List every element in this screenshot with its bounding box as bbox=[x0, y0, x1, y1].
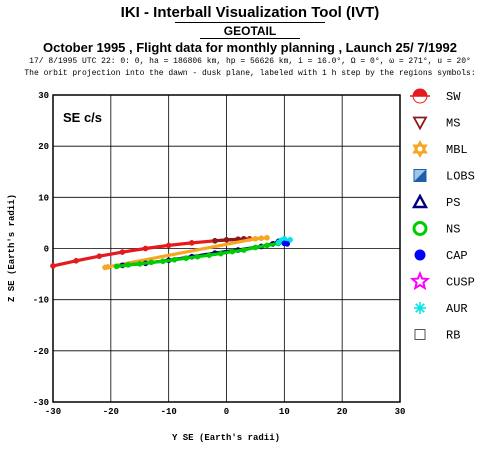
x-tick-label: 10 bbox=[279, 407, 290, 417]
legend-symbol-circle bbox=[412, 221, 428, 236]
orbit-line bbox=[213, 237, 246, 243]
legend-label: CUSP bbox=[446, 276, 475, 290]
orbit-point bbox=[284, 241, 291, 247]
orbit-point bbox=[96, 253, 103, 260]
chart-legend: SW MS MBL LOBS PS NS CAP CUSP AUR RB bbox=[409, 88, 475, 343]
y-tick-label: 20 bbox=[38, 142, 49, 152]
orbit-point bbox=[125, 262, 132, 268]
x-tick-label: 0 bbox=[224, 407, 229, 417]
x-tick-label: 30 bbox=[395, 407, 406, 417]
legend-item-rb: RB bbox=[414, 329, 460, 343]
legend-symbol-triangle-up bbox=[411, 193, 429, 209]
orbit-point bbox=[113, 263, 120, 270]
legend-label: AUR bbox=[446, 302, 468, 316]
x-tick-label: -30 bbox=[45, 407, 61, 417]
orbit-point bbox=[252, 244, 259, 251]
panel-label: SE c/s bbox=[63, 110, 102, 125]
legend-symbol-sw bbox=[412, 88, 428, 97]
legend-symbol-triangle-down bbox=[412, 116, 428, 131]
orbit-parameters: 17/ 8/1995 UTC 22: 0: 0, ha = 186806 km,… bbox=[29, 57, 471, 66]
legend-label: LOBS bbox=[446, 170, 475, 184]
legend-label: NS bbox=[446, 223, 460, 237]
orbit-point bbox=[287, 236, 293, 243]
x-axis-label: Y SE (Earth's radii) bbox=[172, 433, 280, 443]
legend-symbol-hexagon bbox=[414, 249, 426, 261]
orbit-point bbox=[241, 247, 247, 253]
orbit-point bbox=[194, 253, 201, 260]
legend-label: RB bbox=[446, 329, 460, 343]
orbit-point bbox=[217, 250, 224, 257]
legend-symbol-asterisk bbox=[415, 303, 425, 313]
legend-symbol-star6 bbox=[417, 146, 423, 152]
orbit-track bbox=[50, 234, 293, 271]
orbit-point bbox=[258, 235, 265, 242]
y-tick-label: -30 bbox=[33, 398, 49, 408]
orbit-point bbox=[148, 259, 155, 266]
orbit-point bbox=[119, 249, 126, 255]
y-tick-label: 30 bbox=[38, 91, 49, 101]
orbit-point bbox=[136, 261, 143, 267]
chart-grid bbox=[52, 94, 401, 403]
orbit-point bbox=[212, 237, 218, 244]
chart-description: The orbit projection into the dawn - dus… bbox=[24, 69, 476, 78]
tick-labels: -30 -20 -10 0 10 20 30 30 20 10 0 -10 -20 -30 bbox=[33, 91, 406, 417]
title-rule bbox=[175, 22, 325, 23]
legend-item-cusp: CUSP bbox=[409, 270, 475, 291]
legend-item-sw: SW bbox=[410, 88, 461, 104]
orbit-point bbox=[188, 240, 195, 246]
orbit-point bbox=[50, 263, 56, 269]
orbit-point bbox=[165, 242, 172, 249]
legend-item-lobs: LOBS bbox=[413, 169, 475, 184]
y-tick-label: 10 bbox=[38, 193, 49, 203]
legend-label: PS bbox=[446, 196, 460, 210]
x-tick-label: 20 bbox=[337, 407, 348, 417]
orbit-point bbox=[206, 252, 212, 259]
y-tick-label: -10 bbox=[33, 296, 49, 306]
orbit-point bbox=[264, 242, 270, 249]
chart-subtitle: October 1995 , Flight data for monthly p… bbox=[43, 40, 457, 55]
y-axis-label: Z SE (Earth's radii) bbox=[7, 194, 17, 302]
legend-label: MBL bbox=[446, 143, 468, 157]
legend-label: CAP bbox=[446, 249, 468, 263]
legend-symbol-square-split bbox=[414, 169, 426, 182]
orbit-point bbox=[183, 255, 189, 262]
y-tick-label: 0 bbox=[44, 245, 49, 255]
x-tick-label: -10 bbox=[161, 407, 177, 417]
plot-frame bbox=[52, 94, 401, 403]
legend-label: MS bbox=[446, 117, 460, 131]
legend-label: SW bbox=[446, 90, 461, 104]
legend-symbol-square bbox=[414, 329, 426, 340]
legend-item-ms: MS bbox=[412, 116, 460, 131]
tool-title: IKI - Interball Visualization Tool (IVT) bbox=[120, 4, 380, 21]
orbit-segment-cap bbox=[281, 240, 291, 247]
legend-item-aur: AUR bbox=[414, 302, 468, 316]
legend-item-ns: NS bbox=[412, 221, 460, 237]
spacecraft-name: GEOTAIL bbox=[223, 24, 277, 38]
orbit-point bbox=[171, 256, 178, 263]
orbit-point bbox=[223, 236, 230, 243]
legend-item-cap: CAP bbox=[414, 249, 468, 263]
orbit-point bbox=[105, 264, 111, 270]
x-tick-label: -20 bbox=[103, 407, 119, 417]
legend-item-ps: PS bbox=[411, 193, 460, 210]
legend-symbol-star5 bbox=[409, 270, 431, 291]
legend-symbol-sw bbox=[412, 95, 428, 104]
orbit-segment-ns bbox=[113, 240, 282, 270]
y-tick-label: -20 bbox=[33, 347, 49, 357]
orbit-point bbox=[160, 258, 166, 265]
orbit-point bbox=[142, 245, 149, 252]
orbit-point bbox=[73, 257, 79, 264]
spacecraft-rule bbox=[200, 38, 300, 39]
orbit-point bbox=[252, 235, 259, 242]
orbit-point bbox=[229, 248, 236, 255]
legend-item-mbl: MBL bbox=[412, 139, 468, 159]
orbit-point bbox=[264, 234, 270, 241]
orbit-segment-mbl bbox=[102, 234, 270, 271]
